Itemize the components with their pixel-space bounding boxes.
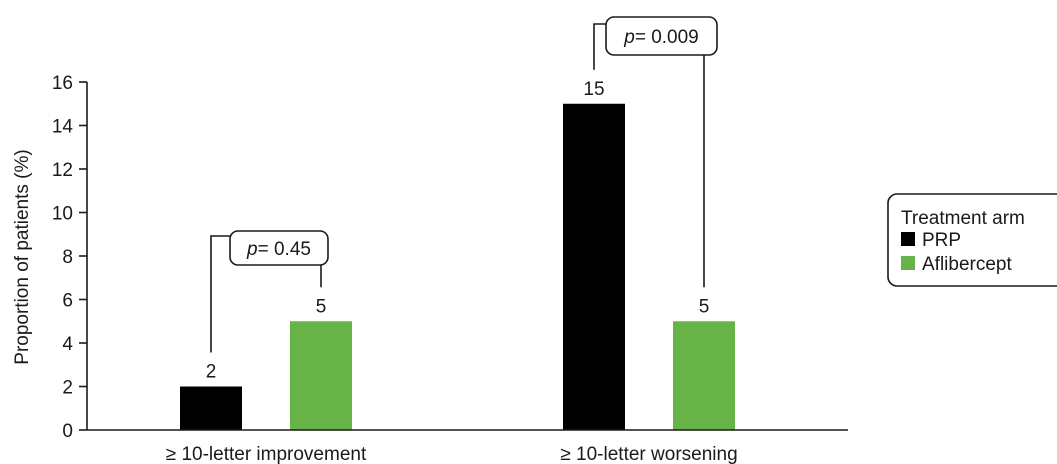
bracket-line: [703, 23, 717, 288]
p-value-box: [229, 230, 329, 266]
bar-value-label: 5: [316, 296, 327, 317]
bracket-line: [210, 235, 230, 353]
p-value-text: p= 0.45: [246, 239, 311, 260]
legend-title: Treatment arm: [901, 208, 1025, 229]
p-value-annotation: p= 0.45: [210, 230, 329, 353]
p-value: = 0.009: [635, 27, 699, 48]
bars: 2 15 5 5: [180, 79, 735, 430]
category-label: ≥ 10-letter improvement: [166, 444, 367, 464]
bar-prp-0: [180, 386, 242, 430]
y-tick-label: 12: [52, 160, 73, 181]
y-tick-label: 0: [62, 421, 73, 442]
y-axis-label: Proportion of patients (%): [12, 149, 33, 364]
bar-aflibercept-1: [673, 321, 735, 430]
bar-value-label: 5: [699, 296, 710, 317]
legend-box: [887, 193, 1057, 287]
x-axis: ≥ 10-letter improvement ≥ 10-letter worse…: [87, 429, 848, 464]
bar-aflibercept-0: [290, 321, 352, 430]
y-tick-label: 2: [62, 378, 73, 399]
bar-value-label: 15: [583, 79, 604, 100]
y-tick-label: 14: [52, 117, 74, 138]
y-tick-label: 6: [62, 291, 73, 312]
y-tick-label: 10: [52, 204, 73, 225]
p-value-annotations: p= 0.45p= 0.009: [210, 16, 718, 353]
p-value-text: p= 0.009: [623, 27, 699, 48]
p-value-annotation: p= 0.009: [593, 16, 718, 288]
p-value-box: [605, 16, 718, 56]
category-label: ≥ 10-letter worsening: [560, 444, 737, 464]
y-tick-label: 4: [62, 334, 73, 355]
bar-prp-1: [563, 103, 625, 430]
bar-value-label: 2: [206, 362, 217, 383]
y-axis: 0 2 4 6 8 10 12 14 16: [52, 73, 88, 442]
bracket-line: [593, 23, 606, 70]
legend-item-label: Aflibercept: [922, 254, 1012, 275]
legend-item-label: PRP: [922, 230, 961, 251]
legend-swatch-aflibercept: [901, 256, 915, 270]
legend-swatch-prp: [901, 232, 915, 246]
y-tick-label: 16: [52, 73, 73, 94]
y-tick-label: 8: [62, 247, 73, 268]
p-value: = 0.45: [258, 239, 311, 260]
p-symbol: p: [623, 27, 635, 48]
p-symbol: p: [246, 239, 258, 260]
